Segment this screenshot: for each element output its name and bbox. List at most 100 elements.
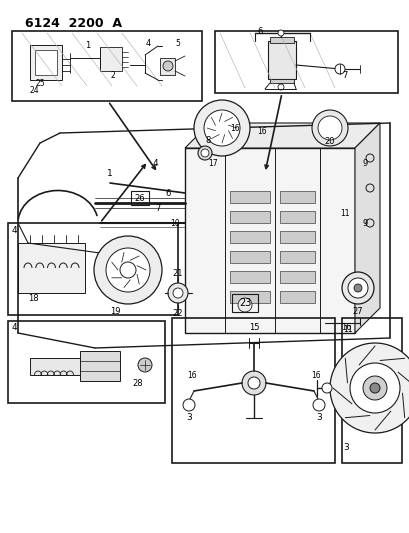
Circle shape bbox=[120, 262, 136, 278]
Polygon shape bbox=[184, 123, 379, 148]
Circle shape bbox=[369, 383, 379, 393]
Text: 16: 16 bbox=[310, 370, 320, 379]
Text: 10: 10 bbox=[170, 219, 180, 228]
Text: 4: 4 bbox=[145, 38, 150, 47]
Text: 6124  2200  A: 6124 2200 A bbox=[25, 17, 122, 30]
Bar bbox=[172, 318, 334, 463]
Circle shape bbox=[237, 298, 252, 312]
Bar bbox=[80, 351, 120, 381]
Circle shape bbox=[347, 278, 367, 298]
Text: 9: 9 bbox=[362, 158, 367, 167]
Circle shape bbox=[334, 64, 344, 74]
Bar bbox=[229, 251, 270, 263]
Circle shape bbox=[365, 219, 373, 227]
Bar bbox=[30, 45, 62, 80]
Bar bbox=[184, 148, 354, 333]
Bar bbox=[100, 47, 122, 71]
Text: 21: 21 bbox=[172, 269, 183, 278]
Circle shape bbox=[341, 272, 373, 304]
Circle shape bbox=[106, 248, 150, 292]
Bar bbox=[30, 358, 100, 375]
Text: 16: 16 bbox=[340, 324, 351, 333]
Bar bbox=[18, 243, 85, 293]
Bar bbox=[229, 211, 270, 223]
Bar bbox=[229, 291, 270, 303]
Circle shape bbox=[204, 110, 239, 146]
Bar bbox=[214, 31, 397, 93]
Bar bbox=[279, 271, 314, 283]
Bar bbox=[229, 191, 270, 203]
Text: 11: 11 bbox=[339, 208, 349, 217]
Bar bbox=[279, 231, 314, 243]
Text: 24: 24 bbox=[30, 85, 40, 94]
Circle shape bbox=[200, 149, 209, 157]
Text: 18: 18 bbox=[28, 294, 38, 303]
Circle shape bbox=[277, 30, 283, 36]
Text: 4: 4 bbox=[11, 225, 17, 235]
Bar bbox=[8, 223, 178, 315]
Bar bbox=[229, 271, 270, 283]
Circle shape bbox=[321, 383, 331, 393]
Text: 3: 3 bbox=[342, 443, 348, 453]
Circle shape bbox=[247, 377, 259, 389]
Bar bbox=[267, 41, 295, 79]
Circle shape bbox=[329, 343, 409, 433]
Circle shape bbox=[138, 358, 152, 372]
Text: 8: 8 bbox=[205, 135, 210, 144]
Circle shape bbox=[349, 363, 399, 413]
Text: 9: 9 bbox=[362, 219, 367, 228]
Text: 2: 2 bbox=[110, 70, 115, 79]
Circle shape bbox=[353, 284, 361, 292]
Text: 11: 11 bbox=[342, 325, 352, 334]
Text: 17: 17 bbox=[208, 158, 217, 167]
Circle shape bbox=[277, 84, 283, 90]
Text: 19: 19 bbox=[110, 306, 120, 316]
Circle shape bbox=[317, 116, 341, 140]
Circle shape bbox=[94, 236, 162, 304]
Circle shape bbox=[365, 184, 373, 192]
Circle shape bbox=[241, 371, 265, 395]
Bar bbox=[231, 294, 257, 312]
Text: 1: 1 bbox=[107, 168, 112, 177]
Text: 15: 15 bbox=[248, 324, 258, 333]
Bar bbox=[279, 211, 314, 223]
Bar bbox=[279, 191, 314, 203]
Bar bbox=[35, 50, 57, 75]
Circle shape bbox=[193, 100, 249, 156]
Circle shape bbox=[198, 146, 211, 160]
Circle shape bbox=[168, 283, 188, 303]
Bar bbox=[279, 291, 314, 303]
Text: 6: 6 bbox=[257, 27, 262, 36]
Bar bbox=[131, 191, 148, 205]
Circle shape bbox=[312, 399, 324, 411]
Circle shape bbox=[173, 288, 182, 298]
Bar bbox=[270, 79, 293, 83]
Bar bbox=[229, 231, 270, 243]
Text: 16: 16 bbox=[187, 370, 196, 379]
Text: 4: 4 bbox=[11, 322, 17, 332]
Bar bbox=[12, 31, 202, 101]
Bar bbox=[270, 37, 293, 43]
Circle shape bbox=[163, 61, 173, 71]
Bar bbox=[160, 58, 175, 75]
Text: 26: 26 bbox=[135, 193, 145, 203]
Text: 27: 27 bbox=[352, 306, 362, 316]
Text: 22: 22 bbox=[172, 309, 183, 318]
Circle shape bbox=[365, 154, 373, 162]
Text: 28: 28 bbox=[133, 378, 143, 387]
Bar bbox=[279, 251, 314, 263]
Text: 3: 3 bbox=[315, 414, 321, 423]
Text: 7: 7 bbox=[155, 204, 160, 213]
Text: 20: 20 bbox=[324, 136, 335, 146]
Circle shape bbox=[311, 110, 347, 146]
Bar bbox=[341, 318, 401, 463]
Text: 16: 16 bbox=[256, 126, 266, 135]
Text: 1: 1 bbox=[85, 41, 90, 50]
Text: 16: 16 bbox=[229, 124, 239, 133]
Bar bbox=[8, 321, 164, 403]
Text: 25: 25 bbox=[36, 78, 45, 87]
Polygon shape bbox=[354, 123, 379, 333]
Text: 23: 23 bbox=[238, 298, 251, 308]
Text: 4: 4 bbox=[152, 158, 157, 167]
Text: 7: 7 bbox=[342, 70, 347, 79]
